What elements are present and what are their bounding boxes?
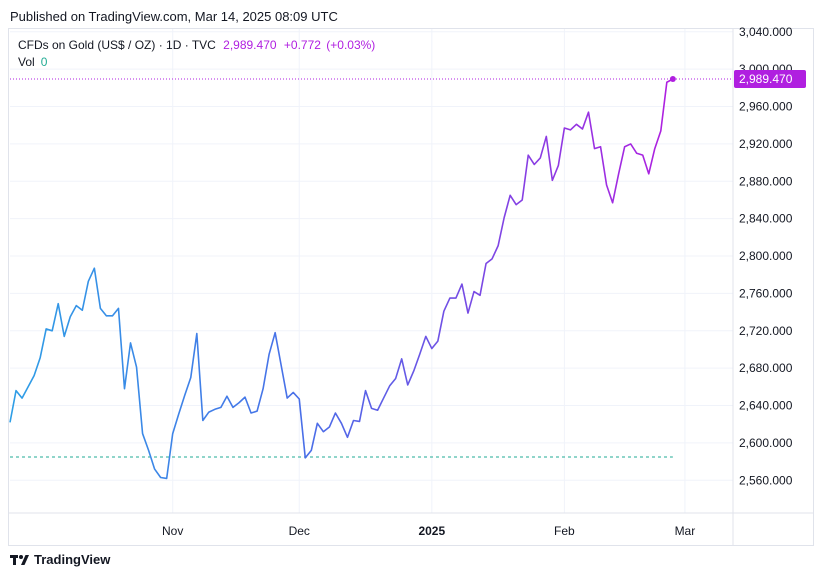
x-tick-label: Dec [289,524,310,538]
chart-frame [8,28,814,546]
y-tick-label: 2,800.000 [739,249,793,263]
y-tick-label: 2,880.000 [739,174,793,188]
y-tick-label: 2,840.000 [739,212,793,226]
last-price-label: 2,989.470 [739,72,793,86]
volume-legend: Vol 0 [18,55,47,69]
footer-brand-label: TradingView [34,552,111,567]
symbol-label: CFDs on Gold (US$ / OZ) · 1D · TVC [18,38,216,52]
y-tick-label: 2,560.000 [739,473,793,487]
legend-change-pct: (+0.03%) [326,38,376,52]
x-tick-label: Feb [554,524,575,538]
chart-legend: CFDs on Gold (US$ / OZ) · 1D · TVC 2,989… [18,38,375,52]
last-price-tag: 2,989.470 [734,70,806,89]
x-tick-label: 2025 [418,524,445,538]
x-tick-label: Mar [675,524,696,538]
y-tick-label: 2,640.000 [739,399,793,413]
published-caption: Published on TradingView.com, Mar 14, 20… [10,9,338,24]
y-tick-label: 2,600.000 [739,436,793,450]
last-price-dot [669,76,676,83]
y-tick-label: 2,720.000 [739,324,793,338]
y-tick-label: 2,960.000 [739,100,793,114]
y-tick-label: 2,680.000 [739,361,793,375]
y-tick-label: 2,920.000 [739,137,793,151]
x-tick-label: Nov [162,524,183,538]
series-line-gold [9,78,674,480]
y-tick-label: 3,040.000 [739,25,793,39]
volume-label: Vol [18,55,35,69]
tradingview-logo-icon [10,553,30,567]
volume-value: 0 [40,55,48,69]
y-tick-label: 2,760.000 [739,286,793,300]
footer-brand[interactable]: TradingView [10,552,110,567]
legend-change: +0.772 [283,38,321,52]
legend-price: 2,989.470 [223,38,277,52]
